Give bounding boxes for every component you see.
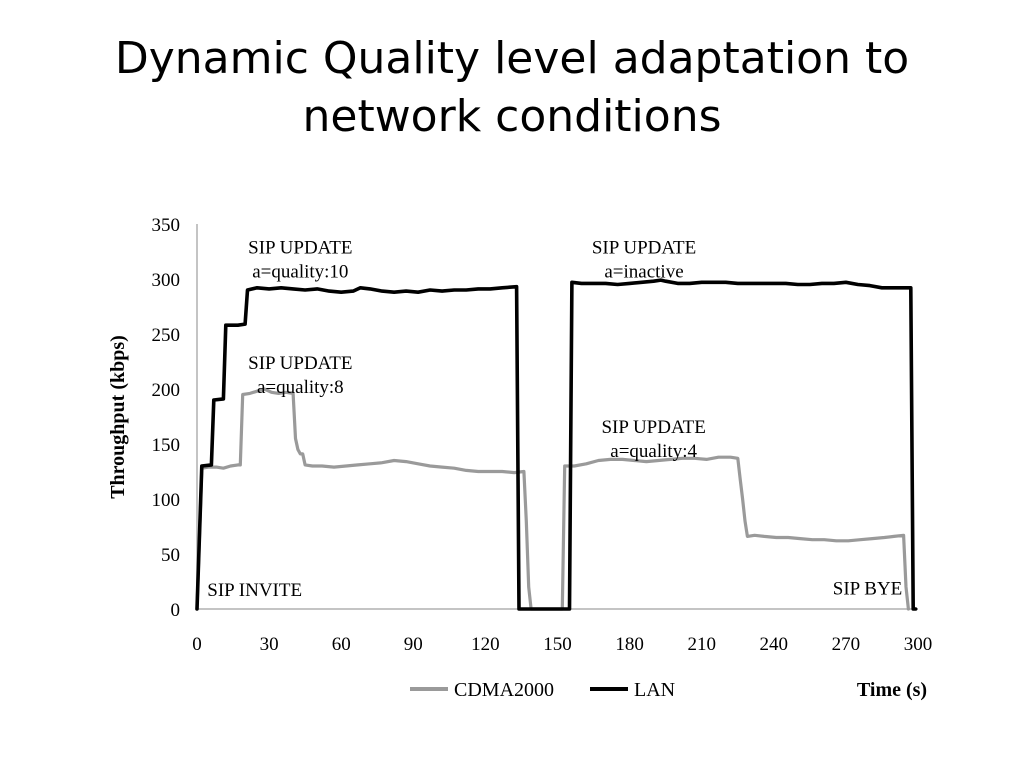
y-tick-label: 0 bbox=[171, 600, 181, 621]
x-tick-label: 90 bbox=[404, 634, 423, 655]
x-tick-label: 270 bbox=[832, 634, 861, 655]
y-tick-label: 200 bbox=[152, 380, 181, 401]
annotation-line-2: a=quality:10 bbox=[252, 262, 348, 283]
axis-text-layer: 0 50 100 150 200 250 300 350 0 30 60 90 120 150 180 210… bbox=[107, 215, 932, 701]
slide-title: Dynamic Quality level adaptation to netw… bbox=[0, 30, 1024, 146]
annotation-line-1: SIP UPDATE bbox=[248, 353, 352, 374]
annotation-line-2: a=quality:4 bbox=[610, 441, 697, 462]
x-tick-label: 210 bbox=[687, 634, 716, 655]
x-tick-label: 60 bbox=[332, 634, 351, 655]
series-line-cdma2000 bbox=[195, 387, 911, 611]
annotation-line-1: SIP BYE bbox=[833, 579, 903, 600]
annotation-line-1: SIP INVITE bbox=[207, 580, 302, 601]
y-tick-label: 250 bbox=[152, 325, 181, 346]
y-tick-label: 300 bbox=[152, 270, 181, 291]
x-axis-label: Time (s) bbox=[857, 679, 927, 701]
slide-title-line-1: Dynamic Quality level adaptation to bbox=[114, 33, 910, 84]
annotation-layer: SIP UPDATE a=quality:10 SIP UPDATE a=qualit… bbox=[207, 238, 902, 601]
annotation-line-1: SIP UPDATE bbox=[248, 238, 352, 259]
annotation-line-2: a=quality:8 bbox=[257, 377, 344, 398]
x-tick-label: 0 bbox=[192, 634, 202, 655]
x-tick-label: 180 bbox=[615, 634, 644, 655]
slide-title-line-2: network conditions bbox=[302, 91, 722, 142]
legend: CDMA2000 LAN bbox=[410, 679, 675, 701]
annotation-line-2: a=inactive bbox=[604, 262, 683, 283]
y-tick-label: 50 bbox=[161, 545, 180, 566]
x-tick-label: 240 bbox=[760, 634, 789, 655]
legend-label-lan: LAN bbox=[634, 679, 675, 701]
x-tick-label: 150 bbox=[543, 634, 572, 655]
x-tick-label: 120 bbox=[471, 634, 500, 655]
y-tick-label: 100 bbox=[152, 490, 181, 511]
y-tick-label: 350 bbox=[152, 215, 181, 236]
series-line-lan bbox=[195, 278, 918, 611]
x-tick-label: 30 bbox=[260, 634, 279, 655]
annotation-line-1: SIP UPDATE bbox=[592, 238, 696, 259]
series-layer bbox=[195, 278, 918, 611]
y-tick-label: 150 bbox=[152, 435, 181, 456]
x-tick-label: 300 bbox=[904, 634, 933, 655]
y-axis-label: Throughput (kbps) bbox=[107, 335, 129, 499]
annotation-line-1: SIP UPDATE bbox=[601, 417, 705, 438]
legend-label-cdma2000: CDMA2000 bbox=[454, 679, 554, 701]
